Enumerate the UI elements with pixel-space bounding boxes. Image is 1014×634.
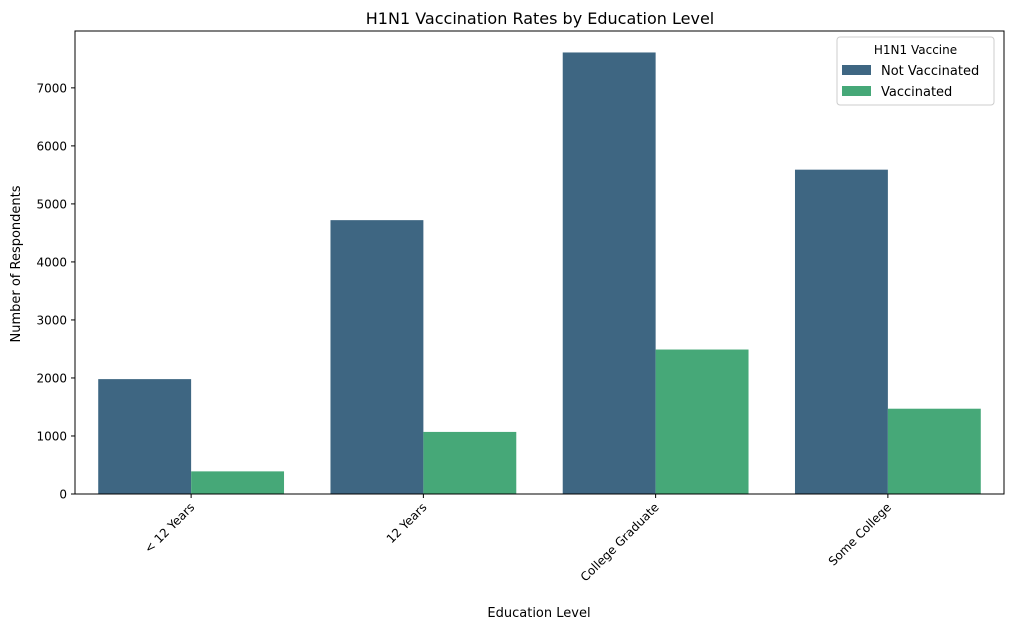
x-axis-label: Education Level [487,606,590,621]
y-tick-label: 5000 [36,197,67,211]
legend-label: Vaccinated [881,85,952,100]
y-tick-label: 4000 [36,255,67,269]
legend-title: H1N1 Vaccine [874,43,957,57]
bar [887,408,981,494]
bar [562,52,656,494]
legend: H1N1 Vaccine Not Vaccinated Vaccinated [836,36,995,106]
legend-swatch [842,65,871,75]
bar [794,169,888,495]
x-tick-label: College Graduate [578,500,662,584]
legend-label: Not Vaccinated [881,64,979,79]
plot-frame [74,30,1005,495]
bar [655,349,749,494]
y-tick-label: 3000 [36,313,67,327]
x-tick-label: 12 Years [384,500,430,546]
bar [330,220,424,494]
y-tick-label: 6000 [36,139,67,153]
bar [423,431,517,494]
y-axis-label: Number of Respondents [9,185,24,342]
y-tick-label: 0 [59,488,67,502]
x-tick-label: Some College [826,500,894,568]
x-tick-label: < 12 Years [142,500,198,556]
y-tick-label: 7000 [36,81,67,95]
bar [98,379,192,494]
bar [191,471,285,494]
y-tick-label: 2000 [36,371,67,385]
y-tick-label: 1000 [36,429,67,443]
legend-swatch [842,86,871,96]
plot-area: 0 1000 2000 3000 4000 5000 6000 7000 < 12 Years 1… [36,30,1005,584]
legend-box [836,36,995,106]
chart-title: H1N1 Vaccination Rates by Education Leve… [366,9,714,28]
